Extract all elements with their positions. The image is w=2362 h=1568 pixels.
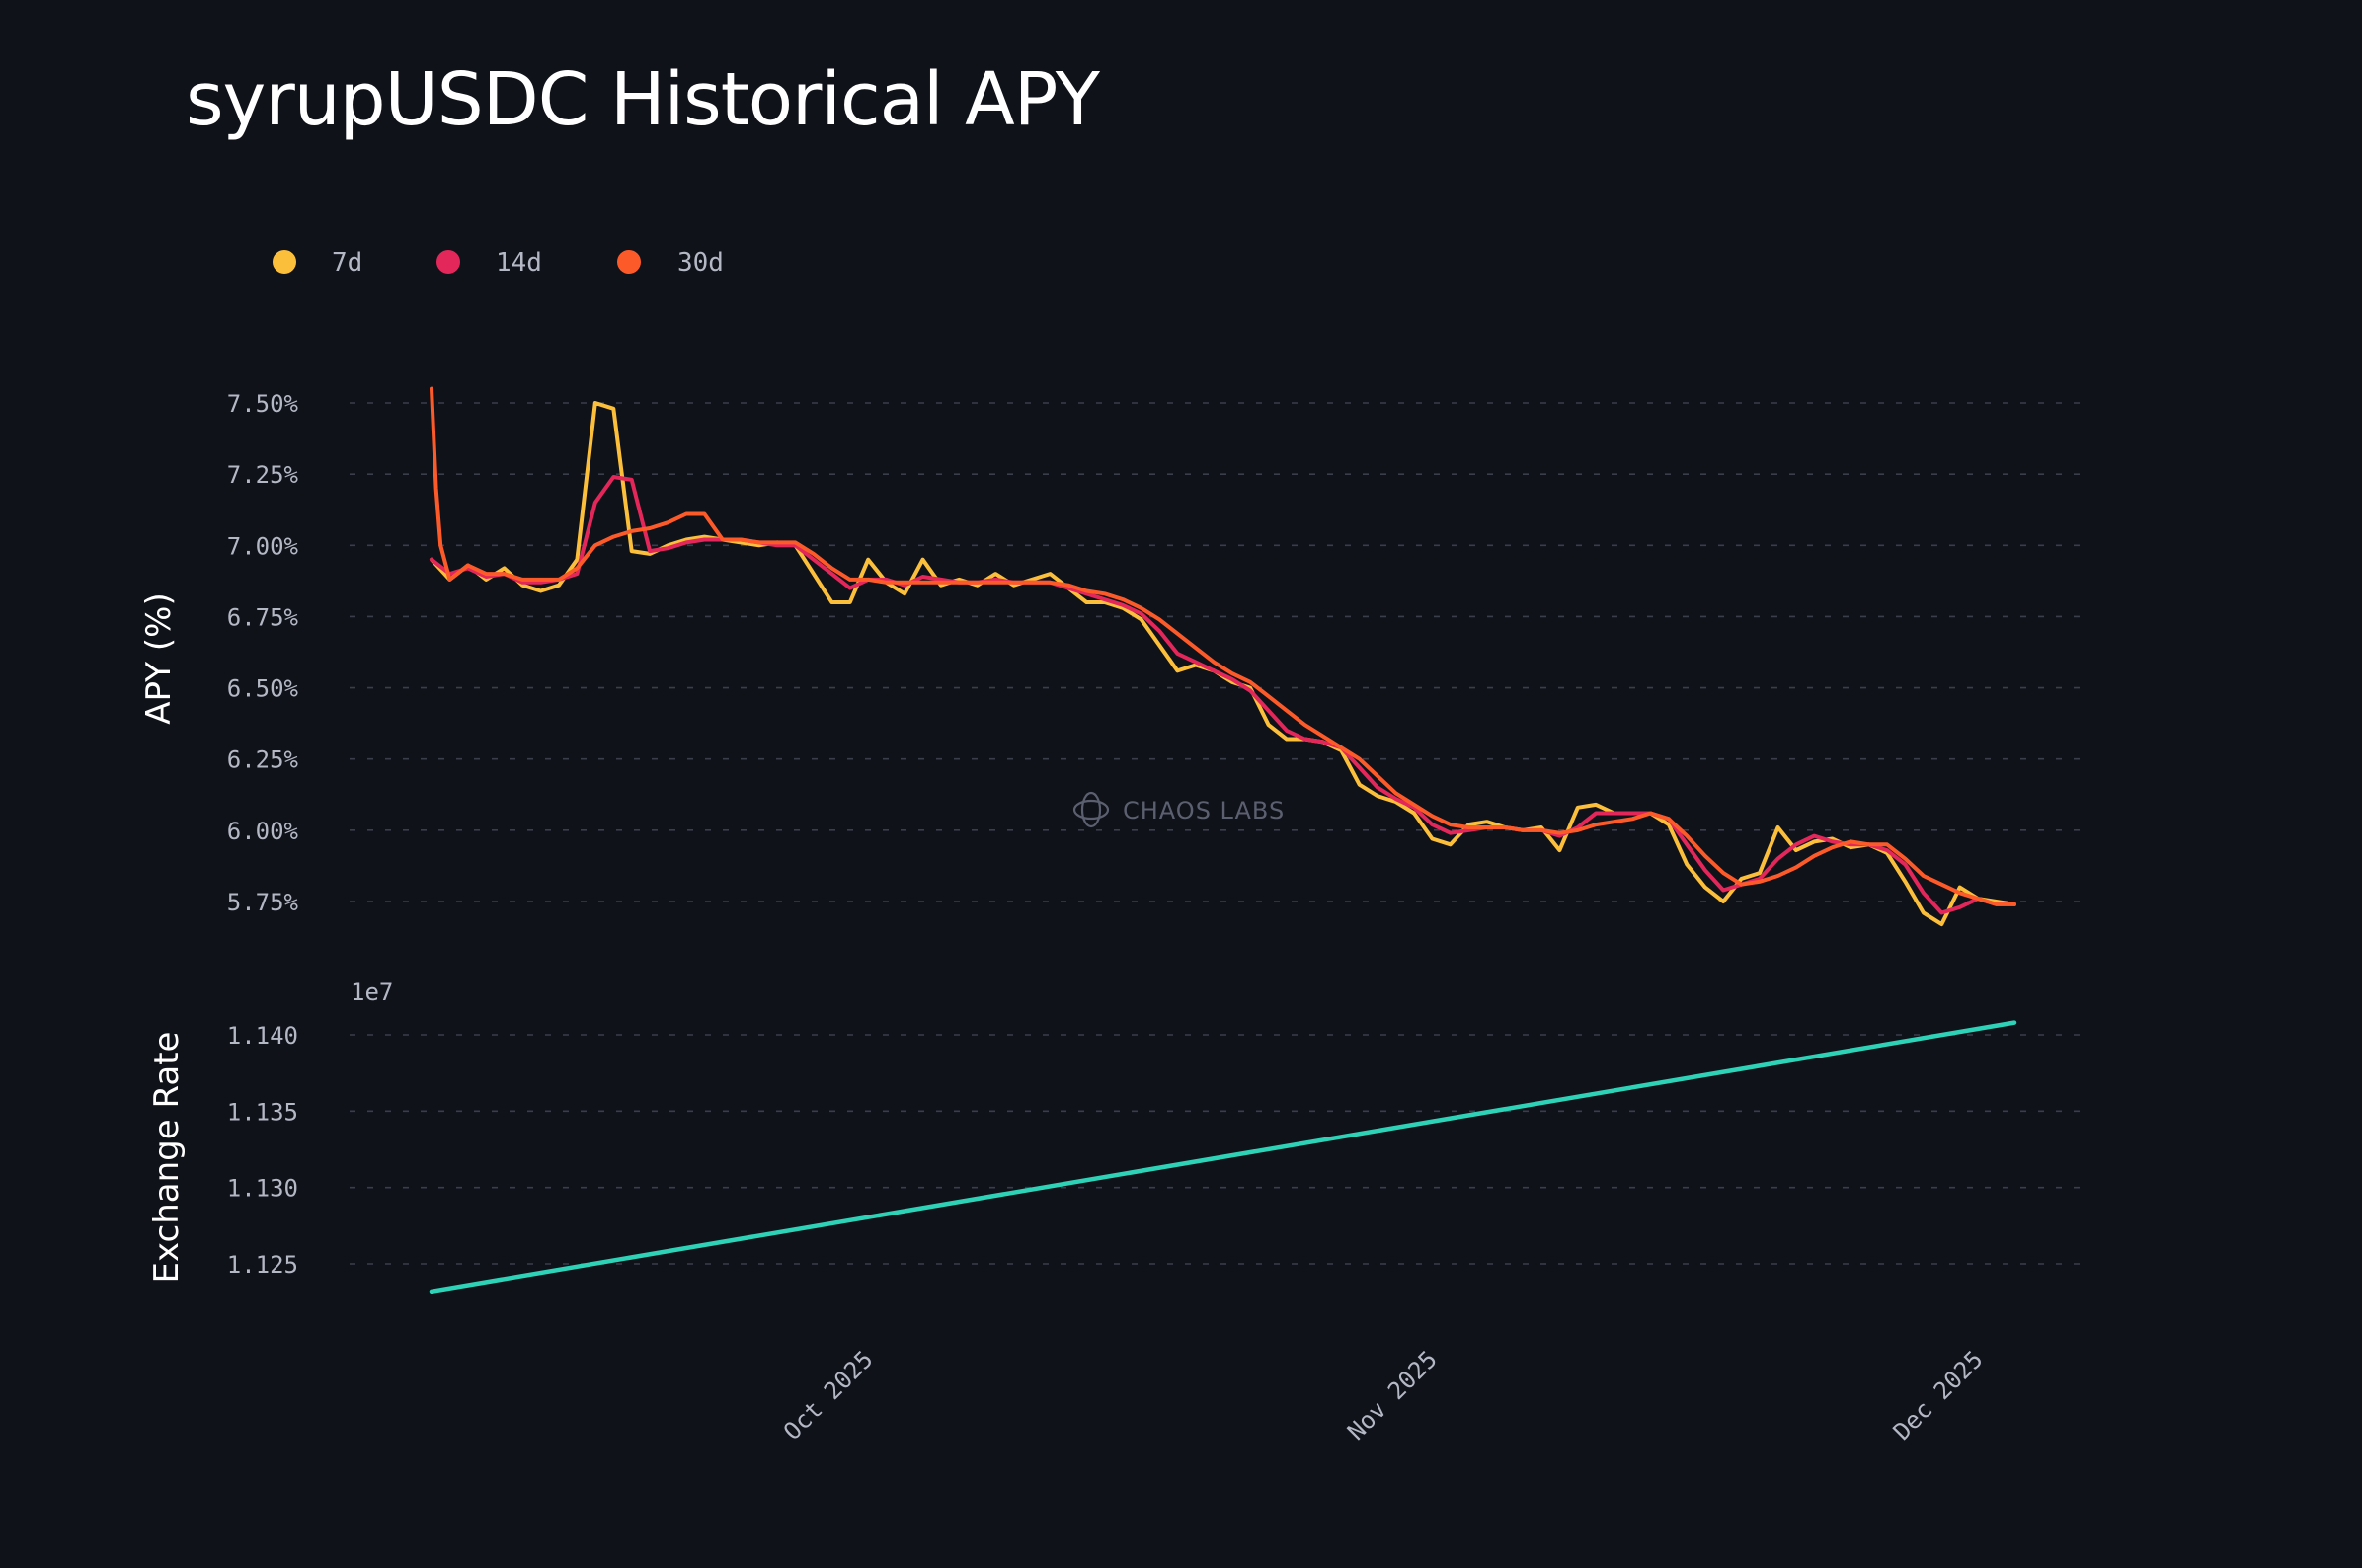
apy-y-tick-label: 7.50% — [227, 390, 299, 418]
legend-label-7d: 7d — [332, 248, 362, 277]
apy-axis-label: APY (%) — [139, 592, 179, 724]
exchange-rate-y-tick-label: 1.140 — [227, 1022, 298, 1050]
x-tick-label: Nov 2025 — [1342, 1345, 1443, 1446]
exchange-rate-y-tick-label: 1.135 — [227, 1098, 298, 1126]
apy-line-30d — [430, 386, 2016, 906]
chaos-labs-logo-icon — [1072, 791, 1110, 828]
legend: 7d 14d 30d — [273, 248, 724, 277]
watermark: CHAOS LABS — [1072, 791, 1285, 828]
legend-label-30d: 30d — [677, 248, 724, 277]
apy-y-axis: 5.75% 6.00% 6.25% 6.50% 6.75% 7.00% 7.25% 7.50% — [227, 390, 299, 916]
apy-y-tick-label: 6.75% — [227, 603, 299, 631]
exchange-rate-line — [429, 1020, 2017, 1294]
apy-y-tick-label: 6.50% — [227, 675, 299, 703]
apy-y-tick-label: 7.00% — [227, 532, 299, 560]
exchange-rate-gridlines — [350, 1034, 2091, 1265]
exchange-rate-y-tick-label: 1.125 — [227, 1251, 298, 1279]
x-tick-label: Dec 2025 — [1888, 1345, 1989, 1446]
exchange-rate-y-axis: 1.125 1.130 1.135 1.140 — [227, 1022, 298, 1279]
apy-y-tick-label: 5.75% — [227, 889, 299, 916]
exchange-rate-axis-label: Exchange Rate — [147, 1032, 187, 1284]
legend-label-14d: 14d — [496, 248, 542, 277]
apy-gridlines — [350, 402, 2091, 902]
chart-title: syrupUSDC Historical APY — [186, 57, 1100, 142]
legend-marker-30d — [617, 250, 641, 274]
x-axis: Oct 2025 Nov 2025 Dec 2025 — [778, 1345, 1988, 1446]
apy-series — [430, 386, 2016, 927]
apy-y-tick-label: 6.00% — [227, 818, 299, 845]
exchange-rate-y-tick-label: 1.130 — [227, 1175, 298, 1203]
exchange-rate-offset-label: 1e7 — [351, 979, 393, 1006]
apy-y-tick-label: 7.25% — [227, 461, 299, 489]
watermark-text: CHAOS LABS — [1123, 797, 1285, 824]
legend-marker-7d — [273, 250, 296, 274]
apy-line-7d — [430, 401, 2016, 927]
legend-marker-14d — [436, 250, 460, 274]
x-tick-label: Oct 2025 — [778, 1345, 879, 1446]
apy-line-14d — [430, 475, 2016, 915]
apy-y-tick-label: 6.25% — [227, 746, 299, 774]
exchange-rate-series — [429, 1020, 2017, 1294]
